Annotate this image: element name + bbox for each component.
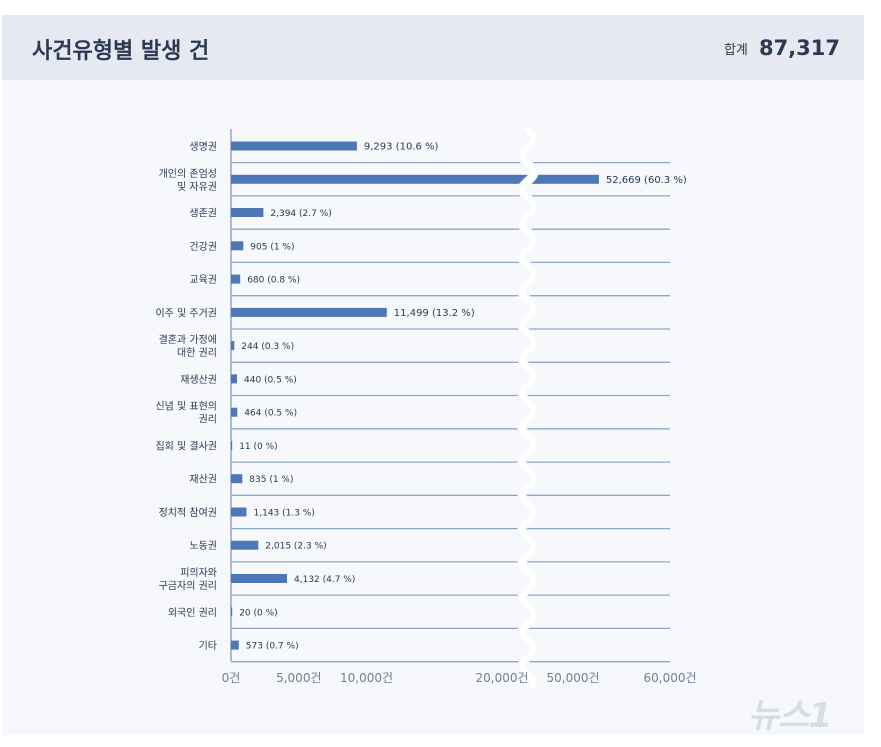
category-label: 정치적 참여권 (159, 507, 217, 519)
bar (231, 341, 235, 351)
data-label: 1,143 (1.3 %) (254, 509, 315, 519)
bar (231, 640, 239, 650)
bar (231, 274, 241, 284)
category-label: 건강권 (189, 241, 217, 253)
page-title: 사건유형별 발생 건 (32, 39, 210, 64)
bar (231, 607, 233, 617)
category-label: 개인의 존엄성 (159, 168, 217, 180)
category-label: 교육권 (189, 274, 217, 286)
data-label: 835 (1 %) (249, 475, 293, 485)
bar (231, 440, 233, 450)
data-label: 905 (1 %) (250, 242, 294, 252)
category-label: 및 자유권 (177, 181, 217, 193)
data-label: 2,394 (2.7 %) (270, 209, 331, 219)
category-label: 이주 및 주거권 (155, 307, 217, 319)
bar (231, 574, 287, 583)
bar (231, 374, 237, 384)
total-label: 합계 (723, 42, 748, 58)
bar (231, 241, 244, 251)
bar (231, 474, 243, 484)
news-watermark: 뉴스1 (748, 696, 832, 736)
data-label: 20 (0 %) (239, 608, 277, 618)
total-summary: 합계 87,317 (724, 36, 840, 60)
chart-panel: 사건유형별 발생 건 합계 87,317 (2, 15, 864, 735)
category-label: 결혼과 가정에 (159, 333, 217, 346)
bar (231, 141, 357, 151)
category-label: 재산권 (189, 474, 217, 486)
data-label: 11,499 (13.2 %) (394, 308, 475, 319)
bar (231, 507, 247, 517)
category-label: 권리 (199, 414, 217, 426)
bar (231, 174, 599, 184)
category-label: 신념 및 표현의 (155, 401, 217, 413)
category-label: 노동권 (189, 540, 217, 552)
category-label: 대한 권리 (177, 347, 217, 359)
category-label: 외국인 권리 (168, 607, 217, 619)
bar (231, 407, 238, 417)
data-label: 440 (0.5 %) (244, 375, 297, 385)
bar (231, 307, 387, 317)
category-label: 생존권 (189, 208, 217, 220)
category-label: 기타 (199, 640, 217, 652)
category-label: 피의자와 (180, 567, 217, 579)
data-label: 244 (0.3 %) (241, 342, 294, 352)
total-value: 87,317 (758, 36, 840, 60)
category-label: 재생산권 (180, 374, 217, 386)
x-tick-label: 50,000건 (546, 671, 599, 685)
x-tick-label: 10,000건 (340, 671, 393, 685)
category-label: 집회 및 결사권 (155, 440, 217, 452)
x-tick-label: 60,000건 (643, 671, 696, 685)
data-label: 11 (0 %) (239, 442, 277, 452)
data-label: 4,132 (4.7 %) (294, 575, 355, 585)
data-label: 573 (0.7 %) (246, 642, 299, 652)
x-tick-label: 5,000건 (276, 671, 321, 685)
x-tick-label: 20,000건 (475, 671, 528, 685)
data-label: 52,669 (60.3 %) (606, 175, 687, 186)
category-label: 생명권 (189, 141, 217, 153)
bar (231, 208, 264, 217)
data-label: 9,293 (10.6 %) (364, 142, 439, 153)
axis-break-marker (518, 127, 538, 689)
category-label: 구금자의 권리 (159, 580, 217, 592)
x-tick-label: 0건 (222, 671, 241, 685)
data-label: 2,015 (2.3 %) (265, 542, 326, 552)
header-bar: 사건유형별 발생 건 합계 87,317 (2, 15, 864, 80)
data-label: 680 (0.8 %) (247, 276, 300, 286)
data-label: 464 (0.5 %) (244, 409, 297, 419)
bar (231, 540, 259, 550)
